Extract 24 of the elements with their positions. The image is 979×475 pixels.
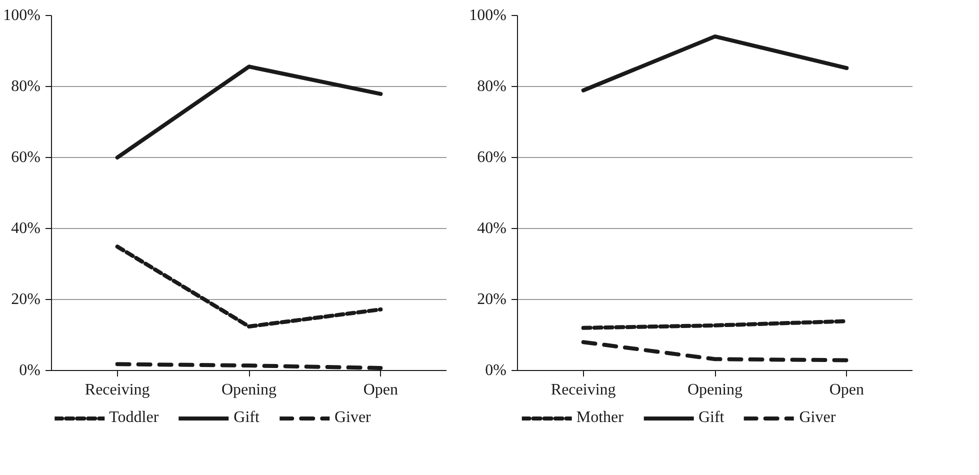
y-tick-label: 20%: [477, 291, 506, 308]
y-tick-label: 80%: [477, 78, 506, 95]
y-tick-label: 20%: [11, 291, 40, 308]
y-tick-label: 60%: [477, 149, 506, 166]
y-tick-label: 100%: [3, 7, 40, 24]
y-tick-label: 0%: [485, 362, 506, 379]
x-tick-label: Opening: [687, 382, 743, 398]
y-tick-label: 40%: [477, 220, 506, 237]
y-tick-label: 100%: [469, 7, 506, 24]
legend-label: Giver: [334, 409, 371, 427]
legend-label: Toddler: [109, 409, 159, 427]
legend-label: Giver: [799, 409, 836, 427]
y-tick-label: 0%: [19, 362, 40, 379]
legend-label: Mother: [576, 409, 624, 427]
legend-label: Gift: [234, 409, 260, 427]
x-tick-label: Receiving: [550, 382, 616, 398]
x-tick-label: Open: [829, 382, 864, 398]
x-tick-label: Receiving: [84, 382, 150, 398]
x-tick-label: Opening: [221, 382, 277, 398]
y-tick-label: 40%: [11, 220, 40, 237]
y-tick-label: 60%: [11, 149, 40, 166]
x-tick-label: Open: [363, 382, 398, 398]
legend-label: Gift: [698, 409, 724, 427]
y-tick-label: 80%: [11, 78, 40, 95]
